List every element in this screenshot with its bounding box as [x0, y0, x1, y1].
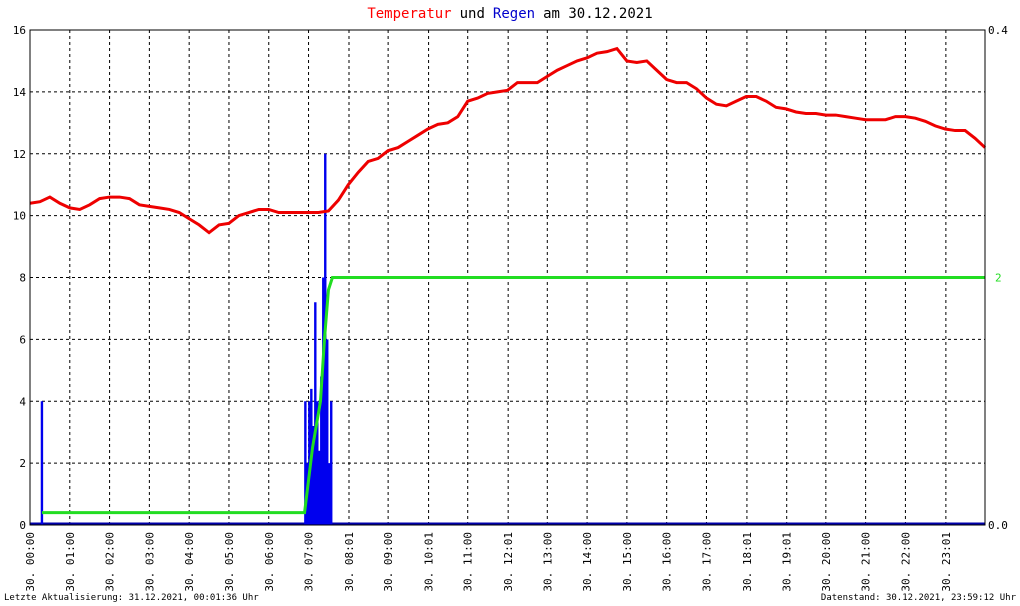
- x-tick-label: 30. 22:00: [899, 532, 912, 592]
- x-tick-label: 30. 06:00: [263, 532, 276, 592]
- x-tick-label: 30. 05:00: [223, 532, 236, 592]
- x-tick-label: 30. 20:00: [820, 532, 833, 592]
- title-part: Regen: [493, 6, 535, 22]
- y-tick-label: 6: [19, 333, 26, 346]
- x-tick-label: 30. 03:00: [143, 532, 156, 592]
- x-tick-label: 30. 16:00: [661, 532, 674, 592]
- rain-bar: [322, 277, 325, 525]
- rain-bar: [328, 463, 331, 525]
- footer-right: Datenstand: 30.12.2021, 23:59:12 Uhr: [821, 593, 1017, 603]
- x-tick-label: 30. 00:00: [24, 532, 37, 592]
- x-tick-label: 30. 07:00: [303, 532, 316, 592]
- x-tick-label: 30. 09:00: [382, 532, 395, 592]
- rain-bar: [318, 450, 321, 525]
- y-tick-label: 4: [19, 395, 26, 408]
- x-tick-label: 30. 13:00: [541, 532, 554, 592]
- chart-title: Temperatur und Regen am 30.12.2021: [367, 6, 652, 22]
- x-tick-label: 30. 17:00: [700, 532, 713, 592]
- x-tick-label: 30. 02:00: [104, 532, 117, 592]
- x-tick-label: 30. 14:00: [581, 532, 594, 592]
- rain-bar: [304, 401, 307, 525]
- rain-bar: [320, 376, 323, 525]
- x-tick-label: 30. 12:01: [502, 532, 515, 592]
- y2-tick-label: 0.4: [988, 24, 1008, 37]
- rain-bar: [312, 426, 315, 525]
- series-line: [41, 276, 985, 515]
- rain-bar: [316, 401, 319, 525]
- y-tick-label: 16: [13, 24, 26, 37]
- x-tick-label: 30. 15:00: [621, 532, 634, 592]
- x-tick-label: 30. 04:00: [183, 532, 196, 592]
- y-tick-label: 12: [13, 148, 26, 161]
- series-line: [29, 46, 987, 235]
- rain-bar: [330, 401, 333, 525]
- x-tick-label: 30. 10:01: [423, 532, 436, 592]
- y2-tick-label: 0.0: [988, 519, 1008, 532]
- x-tick-label: 30. 19:01: [781, 532, 794, 592]
- title-part: und: [460, 6, 485, 22]
- y-tick-label: 2: [19, 457, 26, 470]
- annotation: 2: [995, 272, 1002, 285]
- rain-bar: [326, 339, 329, 525]
- title-part: Temperatur: [367, 6, 451, 22]
- title-part: am 30.12.2021: [543, 6, 653, 22]
- y-tick-label: 0: [19, 519, 26, 532]
- rain-bar: [40, 401, 44, 525]
- x-tick-label: 30. 21:00: [860, 532, 873, 592]
- y-tick-label: 14: [13, 86, 27, 99]
- rain-bar: [314, 302, 317, 525]
- y-tick-label: 8: [19, 272, 26, 285]
- x-tick-label: 30. 11:00: [462, 532, 475, 592]
- plot-frame: [29, 29, 986, 526]
- y-tick-label: 10: [13, 210, 26, 223]
- x-tick-label: 30. 18:01: [741, 532, 754, 592]
- x-tick-label: 30. 08:01: [343, 532, 356, 592]
- x-tick-label: 30. 01:00: [64, 532, 77, 592]
- footer-left: Letzte Aktualisierung: 31.12.2021, 00:01…: [4, 593, 259, 603]
- x-tick-label: 30. 23:01: [940, 532, 953, 592]
